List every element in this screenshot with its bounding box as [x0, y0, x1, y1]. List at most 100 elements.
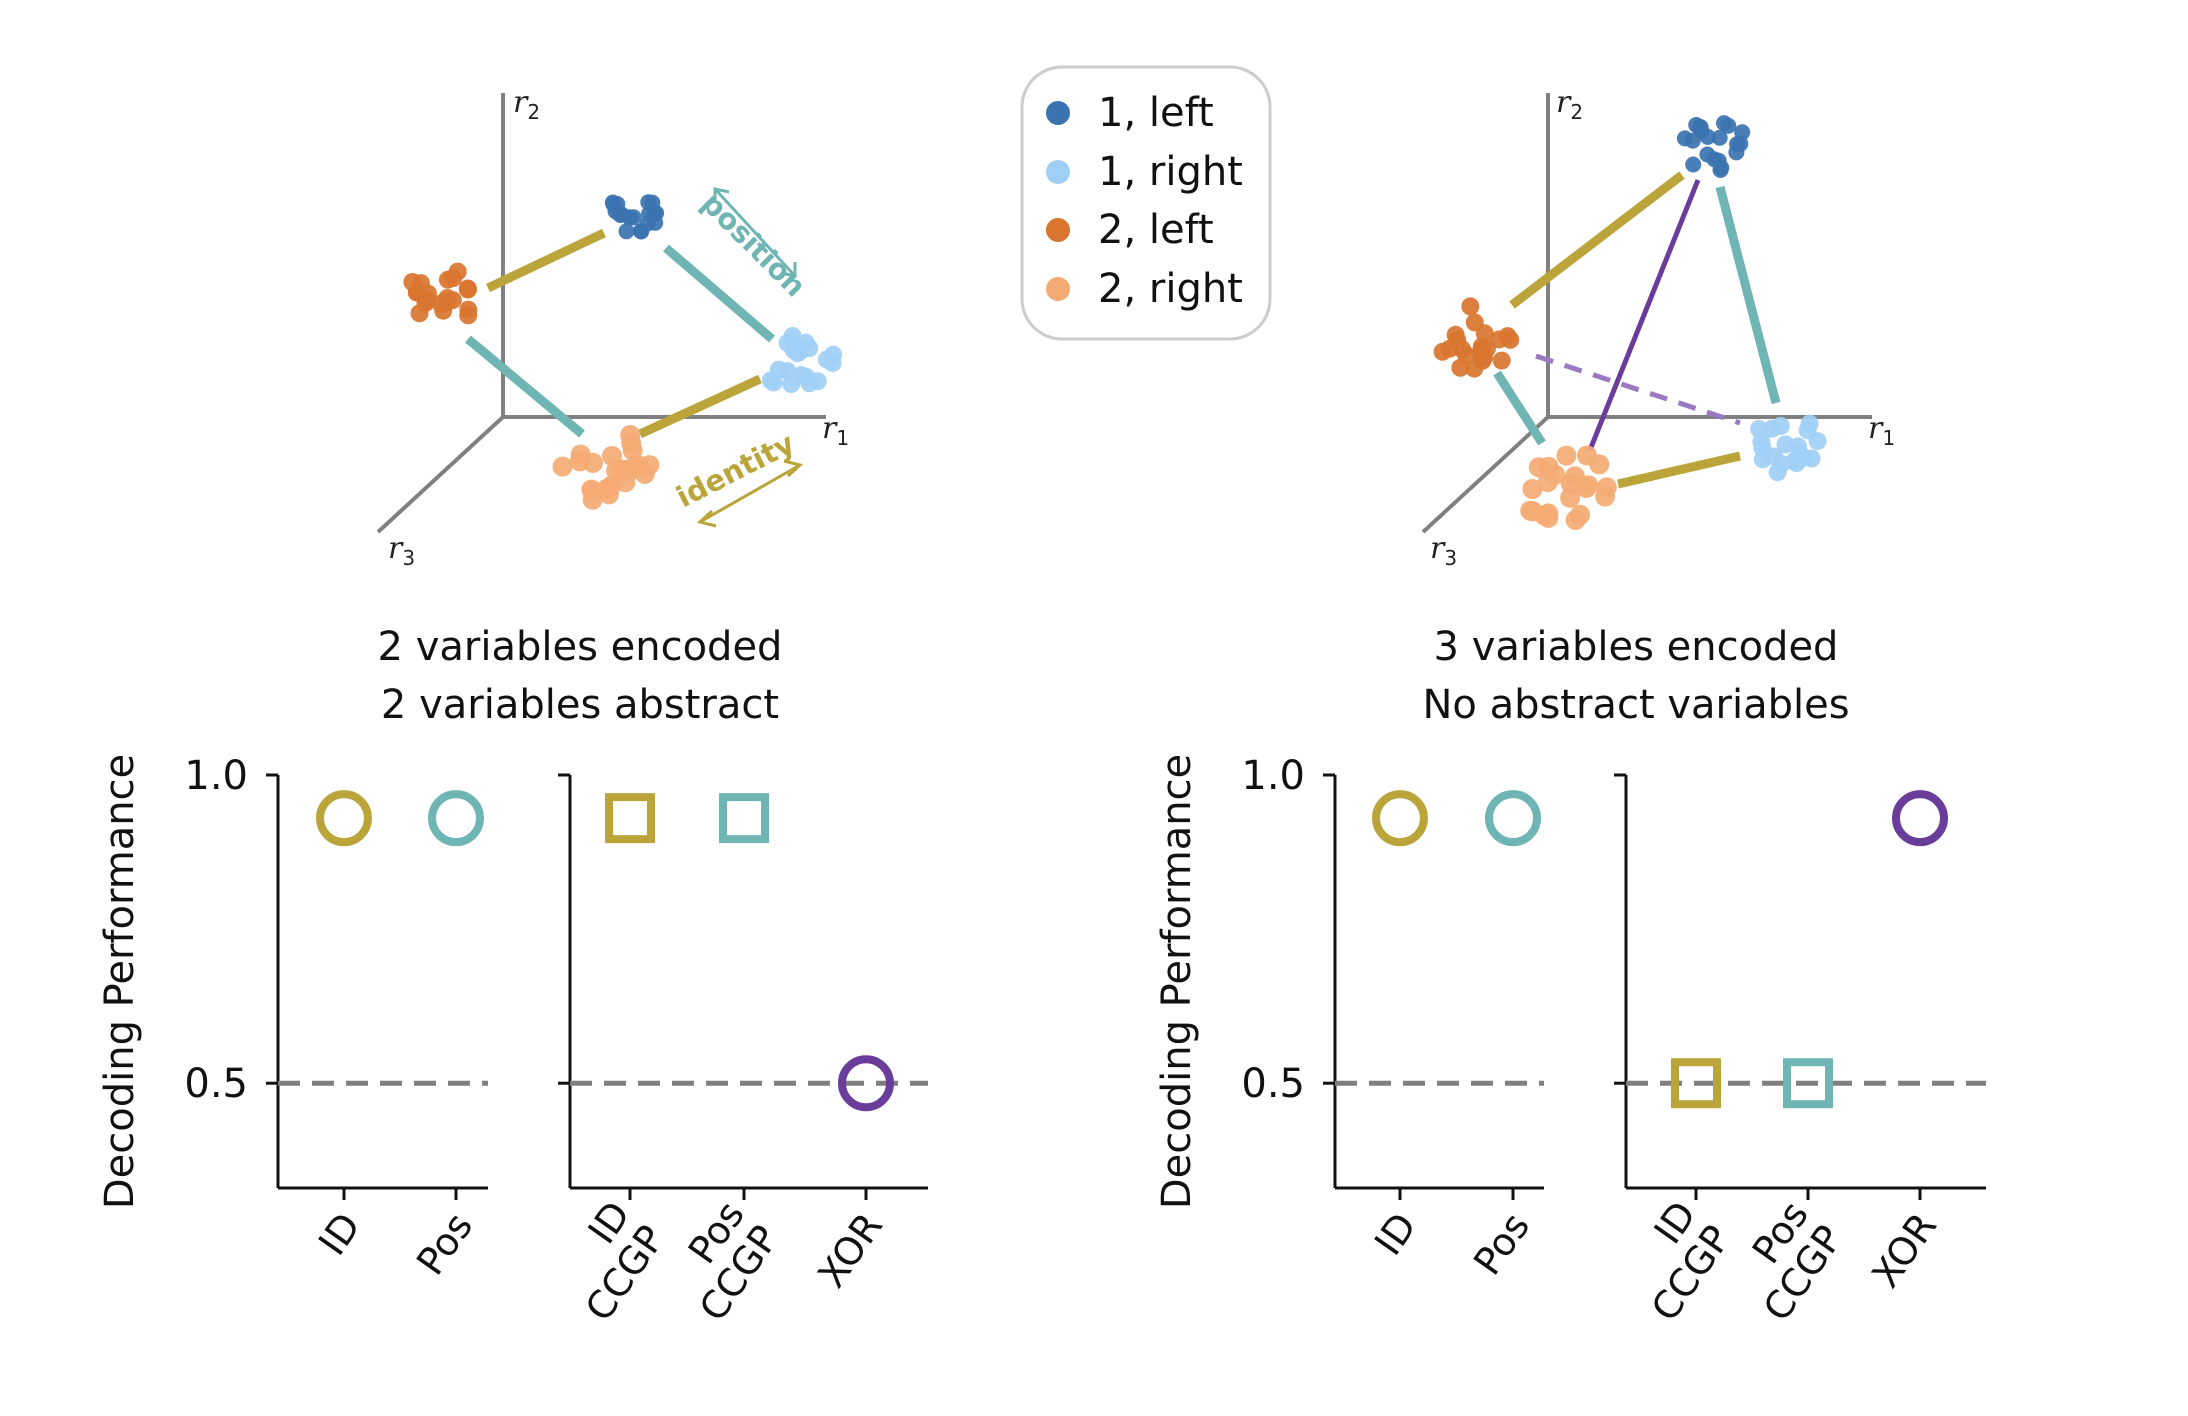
- cluster-point: [1693, 123, 1710, 140]
- cluster-point: [606, 460, 627, 481]
- cluster-1-left: [1676, 115, 1751, 178]
- decoding-panel-left-a: 1.0 0.5 Decoding Performance ID Pos: [97, 753, 488, 1283]
- axis-label-r1: r1: [1868, 411, 1895, 450]
- x-tick-label: IDCCGP: [1608, 1193, 1739, 1329]
- cluster-point: [1545, 464, 1566, 485]
- data-point-square: [1783, 1058, 1833, 1109]
- cluster-point: [1706, 151, 1723, 168]
- legend-label: 2, left: [1098, 207, 1214, 253]
- scatter3d-left: position identity r2 r1 r3 2 variables e…: [376, 85, 849, 728]
- identity-arrow: [696, 459, 804, 528]
- x-tick-label: PosCCGP: [1720, 1193, 1851, 1329]
- cluster-1-right: [1750, 414, 1827, 482]
- identity-line-top: [486, 228, 606, 293]
- axis-label-r1: r1: [822, 411, 849, 450]
- cluster-point: [644, 194, 661, 211]
- x-tick-label: Pos: [1465, 1205, 1538, 1283]
- cluster-point: [1522, 479, 1543, 499]
- y-tick-label: 0.5: [184, 1061, 248, 1107]
- cluster-point: [622, 440, 643, 461]
- x-tick-label: ID: [1366, 1205, 1425, 1263]
- cluster-point: [458, 279, 477, 298]
- caption-right-line2: No abstract variables: [1422, 682, 1849, 728]
- cluster-point: [596, 478, 617, 499]
- y-axis-label: Decoding Performance: [97, 754, 143, 1209]
- x-tick-label: XOR: [1863, 1205, 1945, 1296]
- data-point-circle: [316, 790, 372, 847]
- axis-label-r3: r3: [388, 531, 415, 570]
- axis-label-r2: r2: [513, 85, 540, 124]
- y-tick-label: 0.5: [1241, 1061, 1305, 1107]
- cluster-point: [569, 451, 590, 472]
- cluster-point: [1595, 486, 1616, 507]
- x-tick-label: PosCCGP: [656, 1193, 787, 1329]
- decoding-panel-right-a: 1.0 0.5 Decoding Performance ID Pos: [1154, 753, 1544, 1283]
- cluster-point: [1520, 500, 1541, 521]
- cluster-point: [1765, 447, 1784, 466]
- cluster-point: [1734, 124, 1751, 141]
- scatter3d-right: r2 r1 r3 3 variables encoded No abstract…: [1421, 85, 1895, 728]
- cluster-point: [1457, 346, 1476, 365]
- cluster-point: [1501, 330, 1520, 349]
- data-point-circle: [838, 1055, 894, 1112]
- cluster-1-right: [761, 327, 843, 394]
- cluster-point: [438, 270, 457, 289]
- caption-right-line1: 3 variables encoded: [1434, 624, 1839, 670]
- legend-label: 2, right: [1098, 266, 1243, 312]
- position-line-right: [1715, 185, 1781, 405]
- cluster-point: [623, 456, 644, 477]
- x-tick-label: IDCCGP: [542, 1193, 673, 1329]
- legend-marker: [1046, 101, 1070, 125]
- legend: 1, left 1, right 2, left 2, right: [1020, 65, 1272, 341]
- cluster-point: [1538, 503, 1559, 524]
- axis-r3: [376, 415, 505, 534]
- legend-marker: [1046, 277, 1070, 301]
- identity-line-bottom: [1616, 451, 1742, 489]
- data-point-circle: [1485, 790, 1541, 847]
- caption-left-line1: 2 variables encoded: [378, 624, 783, 670]
- axis-label-r2: r2: [1556, 85, 1583, 124]
- xor-line-solid: [1587, 179, 1701, 451]
- legend-item-1-right: 1, right: [1046, 149, 1243, 195]
- caption-left-line2: 2 variables abstract: [381, 682, 779, 728]
- cluster-point: [1492, 351, 1511, 370]
- cluster-point: [1560, 473, 1581, 494]
- position-line-right: [663, 244, 775, 343]
- cluster-point: [778, 362, 797, 381]
- cluster-point: [1762, 419, 1781, 438]
- cluster-point: [647, 214, 664, 231]
- y-tick-label: 1.0: [1241, 753, 1305, 799]
- cluster-point: [1446, 325, 1465, 344]
- cluster-point: [1465, 313, 1484, 332]
- legend-item-2-right: 2, right: [1046, 266, 1243, 312]
- legend-marker: [1046, 160, 1070, 184]
- cluster-point: [1556, 445, 1577, 466]
- legend-marker: [1046, 218, 1070, 242]
- data-point-square: [605, 793, 655, 844]
- cluster-point: [792, 366, 811, 385]
- cluster-point: [1716, 115, 1732, 132]
- y-axis-label: Decoding Performance: [1154, 754, 1200, 1209]
- cluster-point: [1685, 156, 1702, 173]
- data-point-circle: [1372, 790, 1428, 847]
- legend-frame: [1020, 65, 1272, 341]
- legend-item-2-left: 2, left: [1046, 207, 1214, 253]
- identity-line-top: [1509, 171, 1685, 309]
- cluster-point: [1578, 475, 1599, 496]
- cluster-2-right: [552, 425, 660, 510]
- cluster-point: [605, 196, 622, 213]
- cluster-point: [582, 489, 603, 510]
- position-line-left: [465, 335, 585, 438]
- cluster-2-left: [1433, 297, 1520, 378]
- cluster-point: [633, 223, 650, 240]
- cluster-point: [1560, 487, 1581, 508]
- data-point-square: [719, 793, 769, 844]
- xor-line-dashed: [1535, 353, 1741, 426]
- cluster-point: [1433, 342, 1452, 361]
- cluster-point: [1794, 448, 1813, 467]
- cluster-point: [1776, 435, 1795, 454]
- data-point-square: [1671, 1058, 1721, 1109]
- cluster-point: [1768, 463, 1787, 482]
- cluster-point: [1798, 421, 1817, 440]
- position-arrow: [713, 187, 797, 278]
